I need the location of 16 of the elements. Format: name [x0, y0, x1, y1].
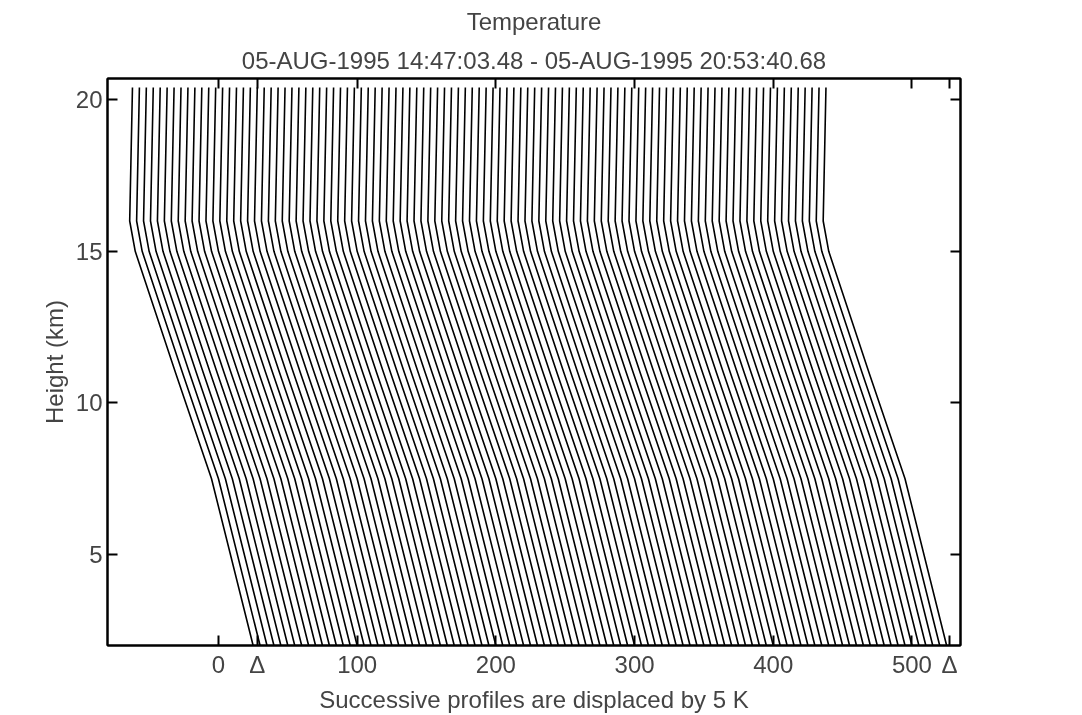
- y-tick-label: 20: [75, 86, 103, 114]
- x-tick-label: 500: [891, 650, 932, 678]
- x-tick-label: 400: [753, 650, 794, 678]
- y-axis-title: Height (km): [40, 299, 68, 425]
- x-tick-label: 300: [614, 650, 655, 678]
- x-tick-label: Δ: [941, 650, 958, 678]
- chart-title: Temperature: [466, 7, 602, 35]
- x-tick-label: 200: [475, 650, 516, 678]
- chart-subtitle: 05-AUG-1995 14:47:03.48 - 05-AUG-1995 20:53:40.68: [241, 46, 827, 74]
- x-tick-label: 100: [337, 650, 378, 678]
- x-axis-title: Successive profiles are displaced by 5 K: [319, 685, 749, 713]
- y-tick-label: 10: [75, 389, 103, 417]
- x-tick-label: 0: [211, 650, 226, 678]
- y-tick-label: 15: [75, 237, 103, 265]
- x-tick-label: Δ: [249, 650, 266, 678]
- y-tick-label: 5: [89, 541, 103, 569]
